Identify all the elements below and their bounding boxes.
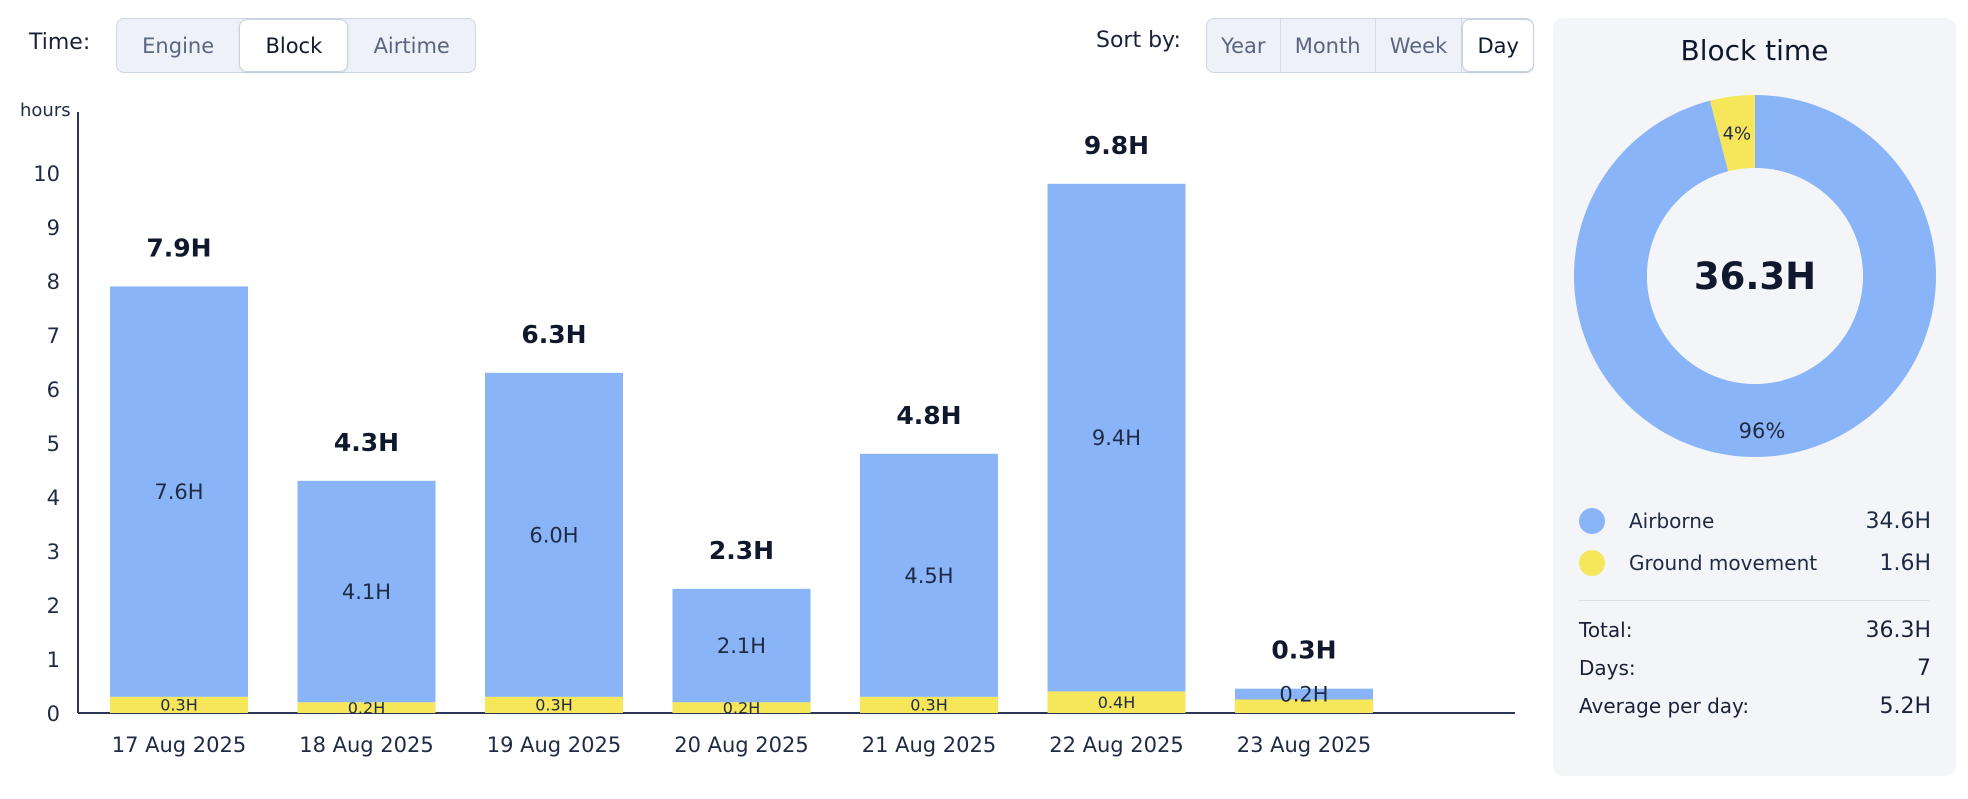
ground-bar-segment (110, 696, 248, 713)
y-tick-label: 8 (47, 270, 60, 294)
legend-label: Ground movement (1629, 551, 1818, 575)
y-tick-label: 1 (47, 648, 60, 672)
legend-value: 1.6H (1879, 550, 1931, 576)
sort-option-week[interactable]: Week (1376, 19, 1463, 72)
stat-value: 7 (1917, 656, 1931, 681)
ground-bar-segment (1047, 691, 1186, 713)
time-filter-segmented: Engine Block Airtime (116, 18, 476, 73)
legend-item-airborne: Airborne 34.6H (1579, 506, 1931, 536)
ground-bar-segment (485, 696, 623, 713)
y-tick-label: 10 (33, 162, 60, 186)
stat-value: 36.3H (1865, 618, 1931, 643)
sort-option-month[interactable]: Month (1281, 19, 1376, 72)
airborne-segment-label: 7.6H (154, 480, 203, 504)
ground-segment-label: 0.4H (1098, 693, 1135, 712)
stat-value: 5.2H (1879, 694, 1931, 719)
y-tick-label: 3 (47, 540, 60, 564)
ground-segment-label: 0.3H (535, 696, 572, 715)
stat-label: Total: (1579, 618, 1633, 642)
legend-label: Airborne (1629, 509, 1715, 533)
airborne-bar-segment (1047, 183, 1186, 692)
bar-total-label: 4.3H (334, 428, 399, 457)
ground-bar-segment (297, 702, 436, 713)
bar-total-label: 9.8H (1084, 131, 1149, 160)
airborne-segment-label: 9.4H (1092, 426, 1141, 450)
x-tick-label: 18 Aug 2025 (299, 733, 434, 757)
ground-segment-label: 0.2H (348, 698, 385, 717)
y-tick-label: 6 (47, 378, 60, 402)
x-tick-label: 19 Aug 2025 (487, 733, 622, 757)
airborne-slice-label: 96% (1739, 419, 1786, 443)
ground-slice-label: 4% (1723, 124, 1752, 145)
ground-donut-slice (1709, 95, 1755, 172)
time-option-block[interactable]: Block (239, 19, 349, 72)
airborne-bar-segment (110, 286, 248, 697)
sort-option-day[interactable]: Day (1462, 19, 1533, 72)
stat-label: Days: (1579, 656, 1636, 680)
stat-label: Average per day: (1579, 694, 1750, 718)
time-filter-label: Time: (29, 30, 91, 55)
airborne-segment-label: 2.1H (717, 634, 766, 658)
ground-movement-color-dot (1579, 550, 1605, 576)
x-tick-label: 21 Aug 2025 (862, 733, 997, 757)
block-time-bar-chart: hours 0 1 2 3 4 5 6 7 8 9 10 0.3H 7.6H 7.9H 17 Aug 2025… (0, 90, 1540, 790)
bar-chart-svg: hours 0 1 2 3 4 5 6 7 8 9 10 0.3H 7.6H 7.9H 17 Aug 2025… (20, 100, 1515, 757)
y-tick-label: 7 (47, 324, 60, 348)
bar-total-label: 6.3H (521, 320, 586, 349)
airborne-donut-slice (1574, 95, 1936, 458)
x-tick-label: 23 Aug 2025 (1237, 733, 1372, 757)
bar-total-label: 0.3H (1271, 636, 1336, 665)
airborne-bar-segment (672, 588, 811, 703)
stat-average-per-day: Average per day: 5.2H (1579, 694, 1931, 719)
airborne-bar-segment (860, 453, 998, 697)
time-option-engine[interactable]: Engine (142, 33, 215, 58)
airborne-bar-segment (297, 480, 436, 703)
airborne-bar-segment (1235, 688, 1373, 700)
sort-option-year[interactable]: Year (1207, 19, 1281, 72)
panel-divider (1579, 600, 1929, 601)
x-tick-label: 22 Aug 2025 (1049, 733, 1184, 757)
legend-item-ground-movement: Ground movement 1.6H (1579, 548, 1931, 578)
y-tick-label: 2 (47, 594, 60, 618)
panel-title: Block time (1680, 34, 1829, 67)
y-axis-label: hours (20, 100, 71, 121)
ground-segment-label: 0.3H (160, 696, 197, 715)
y-tick-label: 0 (47, 702, 60, 726)
bar-total-label: 7.9H (146, 233, 211, 262)
ground-bar-segment (672, 702, 811, 713)
block-time-summary-panel: Block time 4% 96% 36.3H Airborne 34.6H Gro… (1553, 18, 1956, 776)
airborne-bar-segment (485, 372, 623, 697)
donut-hole (1647, 168, 1863, 384)
time-option-airtime[interactable]: Airtime (373, 33, 450, 58)
y-tick-label: 5 (47, 432, 60, 456)
ground-bar-segment (1235, 699, 1373, 713)
airborne-segment-label: 4.1H (342, 580, 391, 604)
airborne-segment-label: 6.0H (529, 523, 578, 547)
ground-segment-label: 0.2H (723, 698, 760, 717)
sort-by-segmented: Year Month Week Day (1206, 18, 1534, 73)
y-tick-label: 9 (47, 216, 60, 240)
donut-center-total: 36.3H (1694, 255, 1816, 298)
legend-value: 34.6H (1865, 508, 1931, 534)
bar-total-label: 4.8H (896, 401, 961, 430)
y-tick-label: 4 (47, 486, 60, 510)
ground-bar-segment (860, 696, 998, 713)
sort-by-label: Sort by: (1096, 28, 1181, 53)
airborne-color-dot (1579, 508, 1605, 534)
x-tick-label: 17 Aug 2025 (112, 733, 247, 757)
airborne-segment-label: 0.2H (1279, 683, 1328, 707)
airborne-segment-label: 4.5H (904, 564, 953, 588)
stat-total: Total: 36.3H (1579, 618, 1931, 643)
ground-segment-label: 0.3H (910, 696, 947, 715)
block-time-donut-chart: 4% 96% 36.3H (1574, 95, 1936, 458)
x-tick-label: 20 Aug 2025 (674, 733, 809, 757)
stat-days: Days: 7 (1579, 656, 1931, 681)
bar-total-label: 2.3H (709, 536, 774, 565)
